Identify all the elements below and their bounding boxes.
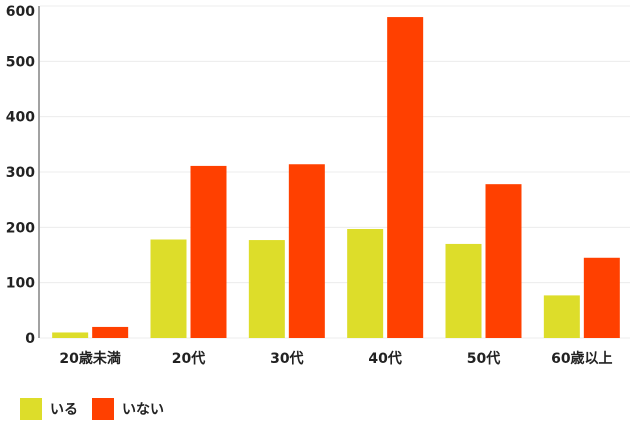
- y-tick-label: 400: [6, 110, 35, 126]
- bar-series-1-0: [52, 332, 89, 338]
- legend-label-series-2: いない: [122, 402, 164, 418]
- gridlines: [40, 5, 630, 339]
- bar-series-1-1: [150, 239, 187, 338]
- y-tick-label: 100: [6, 276, 35, 292]
- legend-swatch-series-2: [92, 398, 114, 420]
- legend-item-series-2: いない: [92, 398, 164, 420]
- x-category-label: 20代: [172, 350, 205, 367]
- legend-item-series-1: いる: [20, 398, 78, 420]
- legend-label-series-1: いる: [50, 402, 78, 418]
- x-category-label: 60歳以上: [551, 350, 612, 367]
- bars: [52, 17, 620, 339]
- x-category-label: 40代: [368, 350, 401, 367]
- y-tick-label: 200: [6, 220, 35, 236]
- bar-series-2-0: [92, 326, 129, 338]
- x-category-label: 20歳未満: [59, 350, 120, 367]
- bar-series-1-5: [543, 295, 580, 338]
- y-tick-label: 600: [6, 4, 35, 20]
- x-category-label: 30代: [270, 350, 303, 367]
- bar-series-2-5: [583, 257, 620, 338]
- legend-swatch-series-1: [20, 398, 42, 420]
- y-tick-label: 0: [25, 331, 35, 347]
- bar-series-1-2: [248, 240, 285, 338]
- x-axis-labels: 20歳未満 20代 30代 40代 50代 60歳以上: [59, 350, 612, 367]
- y-tick-label: 500: [6, 54, 35, 70]
- y-tick-label: 300: [6, 165, 35, 181]
- bar-series-2-4: [485, 184, 522, 338]
- x-category-label: 50代: [467, 350, 500, 367]
- bar-series-1-3: [347, 228, 384, 338]
- bar-series-2-3: [387, 17, 424, 339]
- bar-series-2-1: [190, 165, 227, 338]
- bar-series-1-4: [445, 243, 482, 338]
- legend: いる いない: [20, 398, 178, 420]
- bar-series-2-2: [288, 164, 325, 338]
- y-axis-ticks: 0 100 200 300 400 500 600: [6, 4, 35, 347]
